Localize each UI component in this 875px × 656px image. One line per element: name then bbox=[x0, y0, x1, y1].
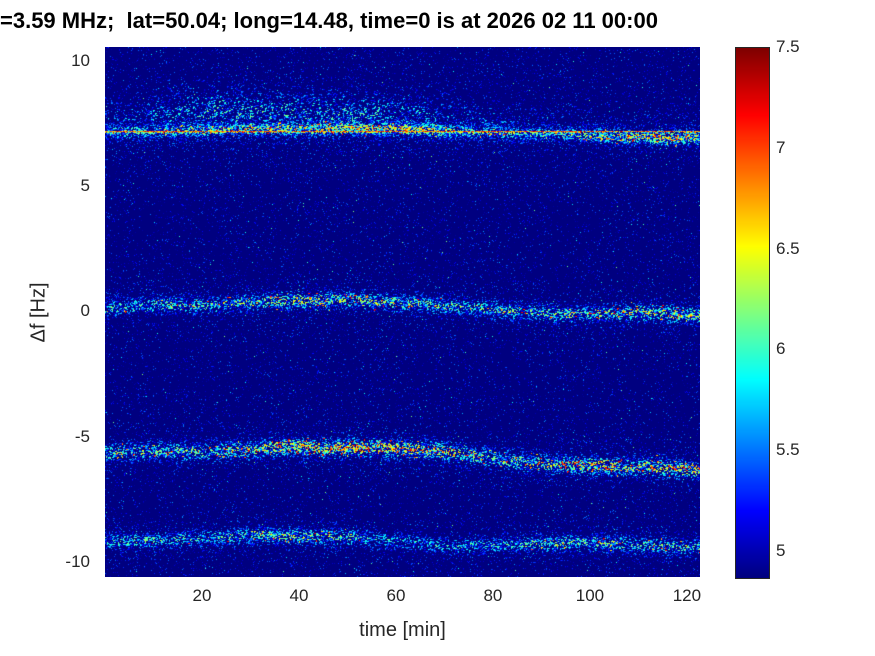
spectrogram-canvas bbox=[105, 47, 700, 577]
x-axis-label: time [min] bbox=[359, 619, 446, 641]
y-tick-label: 0 bbox=[80, 301, 90, 321]
colorbar-tick-label: 6 bbox=[776, 339, 786, 359]
y-tick-label: -5 bbox=[74, 426, 90, 446]
x-tick-label: 40 bbox=[289, 586, 309, 605]
x-tick-label: 120 bbox=[672, 586, 702, 605]
colorbar-tick-label: 5.5 bbox=[776, 440, 800, 460]
colorbar-tick-label: 7 bbox=[776, 137, 786, 157]
colorbar-tick-label: 7.5 bbox=[776, 37, 800, 56]
colorbar bbox=[735, 47, 770, 579]
y-tick-label: -10 bbox=[65, 551, 90, 571]
colorbar-tick-label: 5 bbox=[776, 540, 786, 560]
x-tick-label: 80 bbox=[483, 586, 503, 605]
x-tick-label: 100 bbox=[575, 586, 605, 605]
y-tick-label: 10 bbox=[71, 50, 90, 70]
y-tick-label: 5 bbox=[80, 176, 90, 196]
colorbar-tick-label: 6.5 bbox=[776, 238, 800, 258]
x-tick-label: 20 bbox=[192, 586, 212, 605]
figure-title: =3.59 MHz; lat=50.04; long=14.48, time=0… bbox=[0, 8, 658, 33]
x-tick-label: 60 bbox=[386, 586, 406, 605]
